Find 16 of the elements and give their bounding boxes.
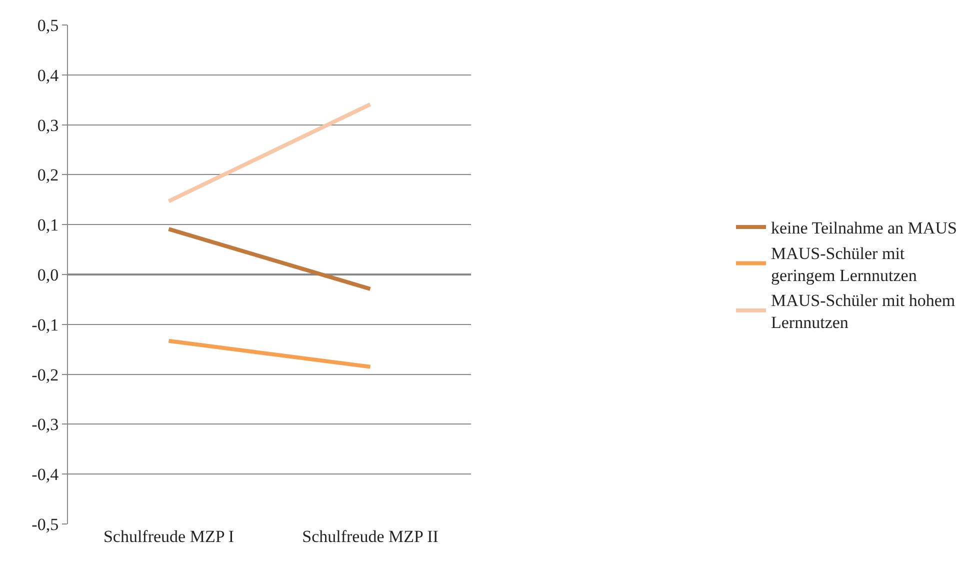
- y-tick-label: 0,5: [37, 16, 59, 35]
- y-tick-label: -0,4: [32, 465, 60, 484]
- legend-label: MAUS-Schüler mit hohem Lernnutzen: [771, 290, 956, 332]
- y-tick-label: 0,0: [37, 265, 59, 284]
- y-tick-label: 0,3: [37, 116, 59, 135]
- y-tick-label: -0,5: [32, 514, 59, 534]
- y-tick-label: -0,3: [32, 415, 59, 434]
- y-tick-label: -0,2: [32, 365, 59, 384]
- y-tick-label: 0,4: [37, 66, 60, 85]
- x-tick-label: Schulfreude MZP II: [302, 527, 439, 546]
- legend-label: keine Teilnahme an MAUS: [771, 218, 957, 238]
- y-tick-label: -0,1: [32, 315, 59, 334]
- legend-label: MAUS-Schüler mit geringem Lernnutzen: [771, 244, 918, 285]
- y-tick-label: 0,1: [37, 216, 59, 235]
- x-tick-label: Schulfreude MZP I: [103, 527, 234, 546]
- y-tick-label: 0,2: [37, 166, 59, 185]
